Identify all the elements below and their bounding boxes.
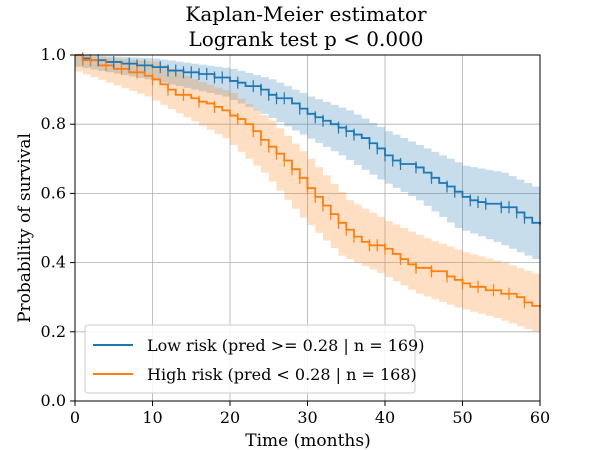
legend-label-low-risk: Low risk (pred >= 0.28 | n = 169) [147, 336, 424, 355]
y-axis-label: Probability of survival [15, 133, 35, 323]
survival-line-high-risk [75, 54, 541, 308]
legend-box [84, 324, 416, 394]
x-tick-label: 60 [530, 408, 550, 427]
legend: Low risk (pred >= 0.28 | n = 169) High r… [84, 324, 424, 394]
censor-marks [82, 52, 526, 309]
y-tick-label: 0.6 [41, 183, 66, 202]
x-tick-label: 50 [452, 408, 472, 427]
x-tick-label: 30 [297, 408, 317, 427]
x-tick-label: 10 [142, 408, 162, 427]
x-tick-label: 0 [70, 408, 80, 427]
chart-subtitle: Logrank test p < 0.000 [188, 27, 423, 51]
confidence-band-low-risk [75, 55, 540, 260]
y-tick-label: 1.0 [41, 45, 66, 64]
x-tick-label: 20 [220, 408, 240, 427]
y-tick-label: 0.4 [41, 253, 66, 272]
y-tick-label: 0.8 [41, 114, 66, 133]
x-tick-label: 40 [375, 408, 395, 427]
chart-title: Kaplan-Meier estimator [185, 2, 427, 26]
x-axis-label: Time (months) [245, 431, 370, 450]
axis-ticks: 0 10 20 30 40 50 60 0.0 0.2 0.4 0.6 0.8 1.0 [41, 45, 551, 427]
legend-label-high-risk: High risk (pred < 0.28 | n = 168) [147, 365, 417, 384]
y-tick-label: 0.0 [41, 391, 66, 410]
y-tick-label: 0.2 [41, 322, 66, 341]
